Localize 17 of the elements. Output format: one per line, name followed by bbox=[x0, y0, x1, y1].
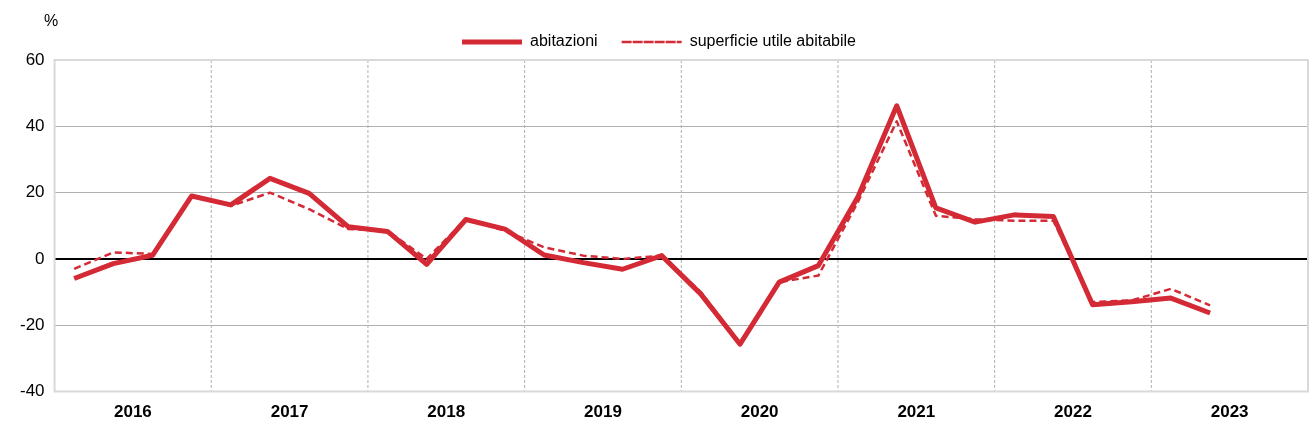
x-tick-label: 2021 bbox=[897, 402, 936, 422]
y-tick-label: 40 bbox=[25, 116, 45, 136]
x-tick-label: 2020 bbox=[740, 402, 779, 422]
x-tick-label: 2018 bbox=[427, 402, 466, 422]
x-tick-label: 2023 bbox=[1210, 402, 1249, 422]
x-tick-label: 2019 bbox=[584, 402, 622, 422]
y-tick-label: 60 bbox=[25, 49, 45, 69]
x-tick-label: 2022 bbox=[1054, 402, 1092, 422]
y-axis-title: % bbox=[44, 12, 59, 30]
x-tick-label: 2016 bbox=[114, 402, 152, 422]
legend-label: superficie utile abitabile bbox=[689, 32, 857, 50]
y-tick-label: 0 bbox=[35, 248, 45, 268]
y-tick-label: 20 bbox=[25, 182, 45, 202]
x-tick-label: 2017 bbox=[270, 402, 309, 422]
y-tick-label: -20 bbox=[19, 314, 45, 334]
legend-label: abitazioni bbox=[530, 32, 598, 50]
y-tick-label: -40 bbox=[19, 381, 45, 401]
